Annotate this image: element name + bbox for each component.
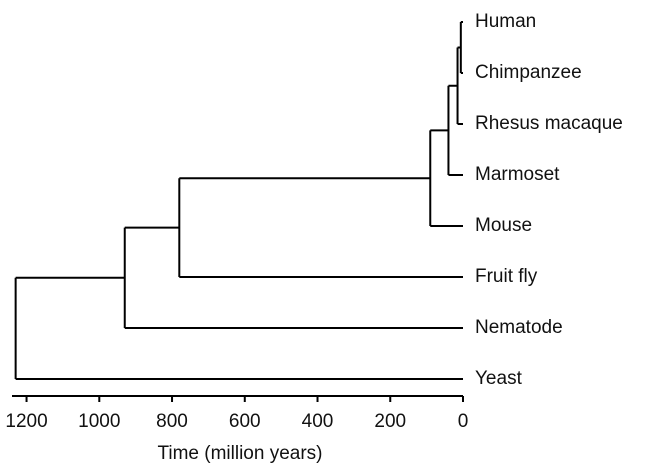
leaf-label: Mouse [475,215,532,236]
leaf-label: Rhesus macaque [475,113,623,134]
leaf-label: Yeast [475,368,523,389]
leaf-label: Nematode [475,317,563,338]
x-tick-label: 600 [229,411,261,432]
x-axis-label: Time (million years) [157,443,322,464]
x-tick-label: 200 [374,411,406,432]
x-tick-label: 400 [302,411,334,432]
x-tick-label: 1000 [78,411,120,432]
leaf-label: Fruit fly [475,266,538,287]
x-tick-label: 1200 [5,411,47,432]
x-tick-label: 0 [458,411,469,432]
leaf-label: Chimpanzee [475,62,582,83]
x-tick-label: 800 [156,411,188,432]
leaf-label: Human [475,11,536,32]
leaf-label: Marmoset [475,164,560,185]
